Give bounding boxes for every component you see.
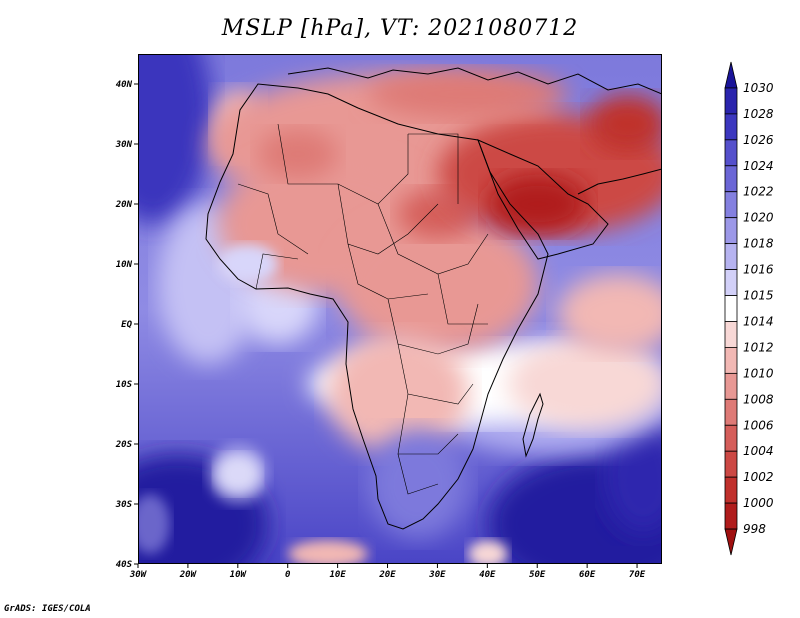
colorbar-segment: [724, 87, 738, 115]
map-frame: [138, 54, 662, 564]
lat-tick-label: 30S: [115, 500, 133, 510]
colorbar-segment: [724, 321, 738, 348]
lon-tick-label: 50E: [529, 570, 546, 580]
arabia-outline: [477, 139, 609, 260]
colorbar-segment: [724, 139, 738, 167]
colorbar-label: 1016: [743, 263, 774, 277]
lat-tick-label: 30N: [115, 140, 133, 150]
lon-tick-label: 30W: [129, 570, 148, 580]
colorbar-label: 1015: [743, 289, 774, 303]
lat-tick-label: 40S: [116, 560, 133, 570]
colorbar-segment: [724, 295, 738, 322]
lon-tick-label: 0: [285, 570, 291, 580]
colorbar-segment: [724, 502, 738, 530]
lat-tick-label: 10S: [116, 380, 133, 390]
lon-tick-label: 70E: [629, 570, 646, 580]
colorbar-label: 1008: [743, 392, 774, 406]
lon-tick-label: 10E: [329, 570, 346, 580]
lon-tick-label: 40E: [479, 570, 496, 580]
colorbar-segment: [724, 398, 738, 426]
plot-title: MSLP [hPa], VT: 2021080712: [221, 16, 579, 41]
colorbar-label: 1002: [743, 470, 774, 484]
persian-gulf-coast: [577, 168, 662, 195]
colorbar-label: 1028: [743, 107, 774, 121]
lat-tick-label: 40N: [116, 80, 133, 90]
colorbar-label: 1024: [743, 159, 774, 173]
country-borders: [237, 123, 489, 495]
colorbar-segment: [724, 217, 738, 245]
madagascar-outline: [522, 392, 544, 458]
colorbar-label: 1006: [743, 418, 774, 432]
colorbar-arrow-top: [724, 61, 738, 89]
colorbar-segment: [724, 347, 738, 374]
lon-tick-label: 10W: [230, 570, 248, 580]
colorbar-label: 1012: [743, 340, 774, 354]
colorbar-label: 1010: [743, 366, 774, 380]
colorbar-arrow-bottom: [724, 528, 738, 556]
colorbar-segment: [724, 450, 738, 478]
colorbar-segment: [724, 424, 738, 452]
colorbar-label: 998: [743, 522, 766, 536]
colorbar-label: 1018: [743, 237, 774, 251]
credit-text: GrADS: IGES/COLA: [4, 604, 91, 614]
colorbar-segment: [724, 243, 738, 270]
colorbar-label: 1022: [743, 185, 774, 199]
colorbar-segment: [724, 113, 738, 141]
colorbar-label: 1004: [743, 444, 774, 458]
lon-tick-label: 20W: [179, 570, 198, 580]
colorbar-segment: [724, 269, 738, 296]
colorbar-segment: [724, 191, 738, 219]
lat-tick-label: 20S: [115, 440, 133, 450]
lat-tick-label: 10N: [116, 260, 133, 270]
colorbar-label: 1014: [743, 314, 774, 328]
lat-tick-label: 20N: [115, 200, 133, 210]
colorbar-label: 1026: [743, 133, 774, 147]
coastlines: [205, 67, 662, 530]
colorbar-segment: [724, 476, 738, 504]
lon-tick-label: 20E: [378, 570, 396, 580]
colorbar-segment: [724, 165, 738, 193]
europe-asia-coast: [287, 67, 662, 95]
pressure-map: [138, 54, 662, 564]
lon-tick-label: 30E: [428, 570, 446, 580]
lon-tick-label: 60E: [579, 570, 596, 580]
colorbar-segment: [724, 372, 738, 400]
colorbar-label: 1020: [743, 211, 774, 225]
colorbar-label: 1030: [743, 81, 774, 95]
lat-tick-label: EQ: [121, 320, 132, 330]
high-north-atlantic: [138, 54, 213, 224]
colorbar-label: 1000: [743, 496, 774, 510]
